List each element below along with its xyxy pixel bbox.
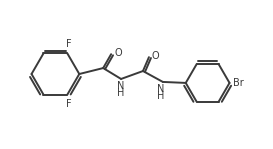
Text: O: O [114,48,122,58]
Text: O: O [152,51,159,61]
Text: Br: Br [233,78,243,88]
Text: F: F [66,39,71,49]
Text: N: N [157,84,165,94]
Text: H: H [157,91,165,101]
Text: N: N [117,81,125,91]
Text: H: H [117,88,125,98]
Text: F: F [66,98,71,109]
